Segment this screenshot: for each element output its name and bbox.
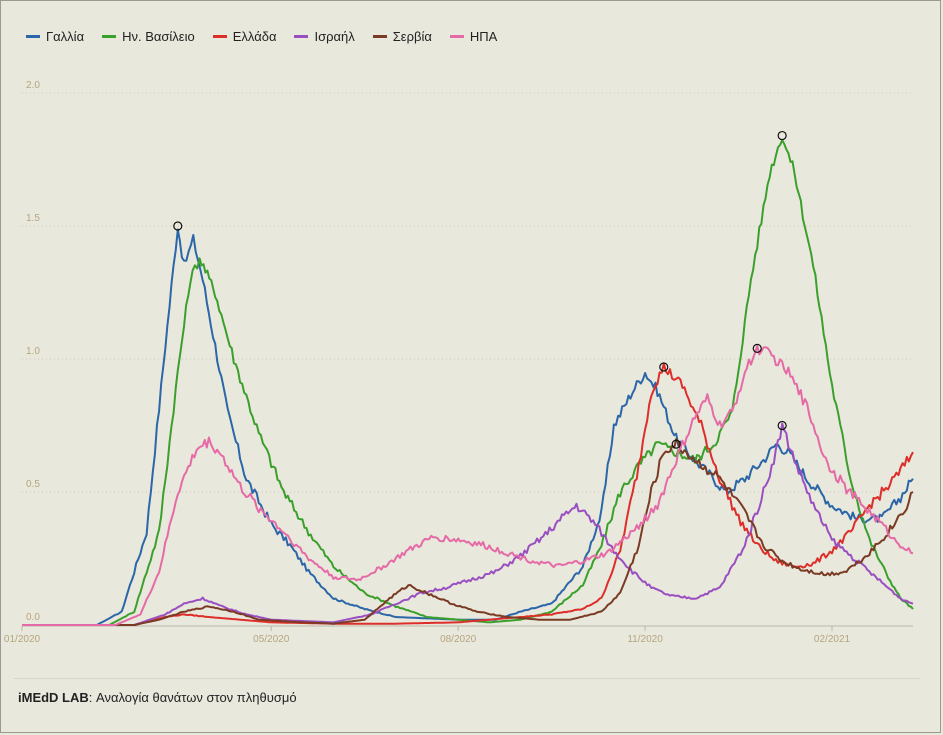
legend-item[interactable]: Ην. Βασίλειο xyxy=(102,29,195,44)
x-tick-label: 11/2020 xyxy=(627,634,663,645)
y-tick-label: 0.5 xyxy=(26,479,40,490)
y-axis: 0.0 0.5 1.0 1.5 2.0 xyxy=(26,80,40,623)
x-tick-label: 01/2020 xyxy=(4,634,41,645)
legend-swatch xyxy=(26,35,40,38)
series-line xyxy=(22,422,914,626)
legend-label: Ην. Βασίλειο xyxy=(122,29,195,44)
legend-label: Γαλλία xyxy=(46,29,85,44)
legend-item[interactable]: Σερβία xyxy=(372,29,432,44)
y-tick-label: 2.0 xyxy=(26,80,40,91)
x-tick-label: 02/2021 xyxy=(814,634,851,645)
y-tick-label: 0.0 xyxy=(26,612,40,623)
y-tick-label: 1.5 xyxy=(26,213,40,224)
line-chart: 0.0 0.5 1.0 1.5 2.0 01/2020 05/2020 08/2020 11/… xyxy=(4,80,914,645)
x-axis: 01/2020 05/2020 08/2020 11/2020 02/2021 xyxy=(4,625,913,645)
series-line xyxy=(22,344,914,626)
legend-label: Ελλάδα xyxy=(232,29,277,44)
peak-marker xyxy=(671,439,681,449)
caption-brand: iMEdD LAB xyxy=(18,690,89,705)
legend-swatch xyxy=(449,35,464,38)
legend-swatch xyxy=(372,35,387,38)
legend-item[interactable]: Ισραήλ xyxy=(294,29,355,44)
series-lines xyxy=(22,139,914,626)
series-line xyxy=(22,139,914,626)
peak-marker xyxy=(659,362,669,372)
caption: iMEdD LAB: Αναλογία θανάτων στον πληθυσμ… xyxy=(18,690,297,705)
grid xyxy=(22,92,913,493)
peak-marker xyxy=(777,130,787,141)
legend-label: Σερβία xyxy=(392,29,432,44)
x-tick-label: 08/2020 xyxy=(440,634,477,645)
legend-item[interactable]: Ελλάδα xyxy=(212,29,277,44)
caption-divider xyxy=(14,678,920,679)
legend-swatch xyxy=(102,35,117,38)
legend-label: Ισραήλ xyxy=(314,29,355,44)
series-line xyxy=(22,228,914,626)
legend-swatch xyxy=(294,35,309,38)
peak-markers xyxy=(173,130,787,449)
x-tick-label: 05/2020 xyxy=(253,634,290,645)
caption-text: : Αναλογία θανάτων στον πληθυσμό xyxy=(88,690,297,705)
legend-item[interactable]: Γαλλία xyxy=(26,29,84,44)
legend-swatch xyxy=(212,35,227,38)
y-tick-label: 1.0 xyxy=(26,346,40,357)
series-line xyxy=(22,438,914,626)
legend: Γαλλία Ην. Βασίλειο Ελλάδα Ισραήλ Σερβία ΗΠΑ xyxy=(26,29,497,44)
peak-marker xyxy=(173,221,183,231)
legend-label: ΗΠΑ xyxy=(469,29,498,44)
peak-marker xyxy=(777,420,787,431)
peak-marker xyxy=(752,343,762,353)
legend-item[interactable]: ΗΠΑ xyxy=(449,29,498,44)
series-line xyxy=(22,362,914,626)
